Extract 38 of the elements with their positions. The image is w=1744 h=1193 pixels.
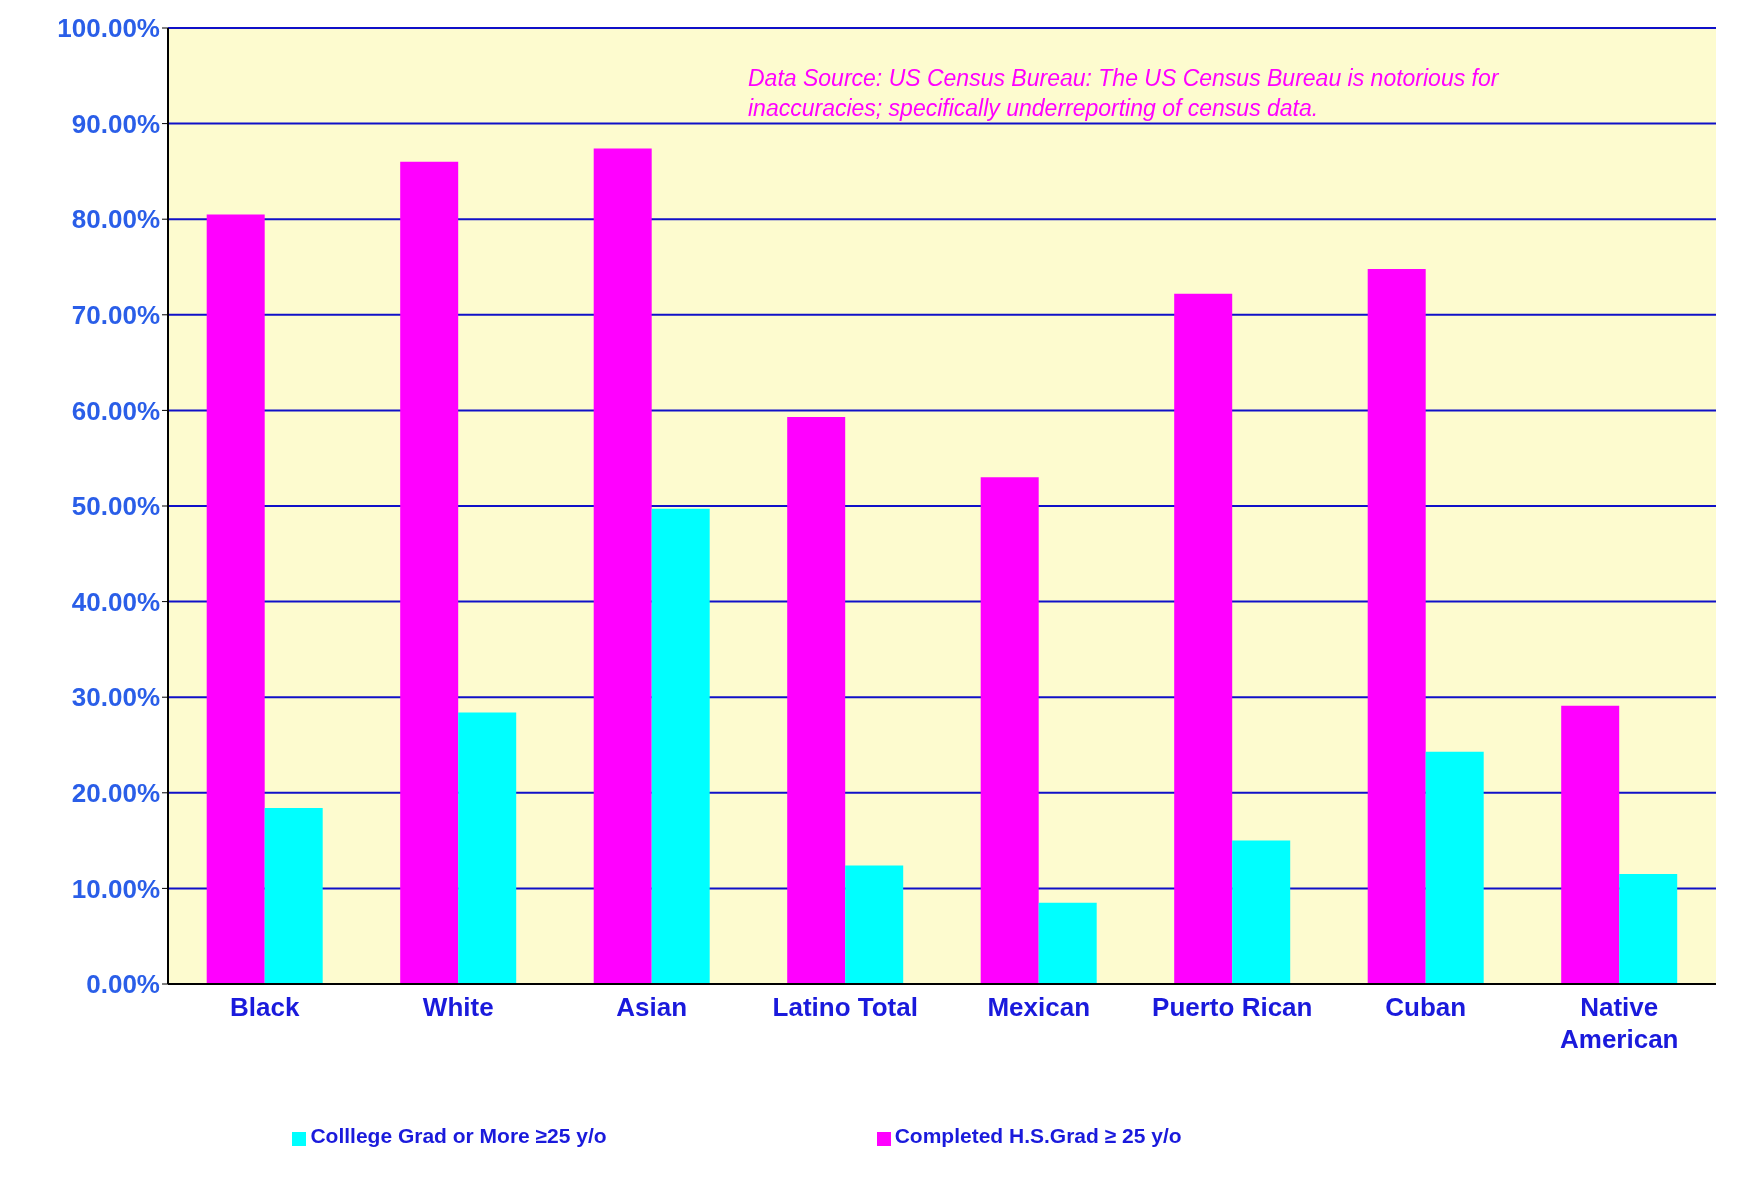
- x-tick-label: Puerto Rican: [1152, 992, 1313, 1022]
- x-tick-label: Cuban: [1385, 992, 1467, 1022]
- y-tick-label: 60.00%: [71, 395, 160, 426]
- x-tick-label: Mexican: [987, 992, 1091, 1022]
- y-tick-label: 80.00%: [71, 204, 160, 235]
- bar: [1174, 293, 1233, 984]
- bar: [593, 148, 652, 984]
- x-tick-label: Latino Total: [772, 992, 918, 1022]
- annotation: Data Source: US Census Bureau: The US Census Bureau is notorious for inaccuracies; specifically underreporting of census data.: [748, 64, 1500, 123]
- legend-label: Colllege Grad or More ≥25 y/o: [310, 1124, 607, 1147]
- y-tick-label: 10.00%: [71, 873, 160, 904]
- bar: [1232, 840, 1291, 984]
- x-tick-label: Black: [230, 992, 300, 1022]
- y-tick-label: 40.00%: [71, 586, 160, 617]
- bar: [651, 508, 710, 984]
- y-tick-label: 30.00%: [71, 682, 160, 713]
- y-tick-label: 0.00%: [86, 969, 160, 1000]
- bar: [458, 712, 517, 984]
- bar: [1038, 902, 1097, 984]
- bar: [1561, 705, 1620, 984]
- x-tick-label: Native American: [1560, 992, 1679, 1054]
- bar: [1367, 268, 1426, 984]
- bar: [1425, 751, 1484, 984]
- legend-label: Completed H.S.Grad ≥ 25 y/o: [894, 1124, 1182, 1147]
- bar: [845, 865, 904, 984]
- bar: [787, 417, 846, 984]
- y-tick-label: 70.00%: [71, 300, 160, 331]
- y-tick-label: 90.00%: [71, 108, 160, 139]
- bar: [980, 477, 1039, 984]
- x-tick-label: White: [422, 992, 494, 1022]
- y-tick-label: 100.00%: [57, 13, 160, 44]
- bar: [264, 808, 323, 984]
- bar: [1619, 874, 1678, 984]
- bar: [206, 214, 265, 984]
- y-tick-label: 20.00%: [71, 778, 160, 809]
- bar: [400, 161, 459, 984]
- y-tick-label: 50.00%: [71, 491, 160, 522]
- x-tick-label: Asian: [616, 992, 688, 1022]
